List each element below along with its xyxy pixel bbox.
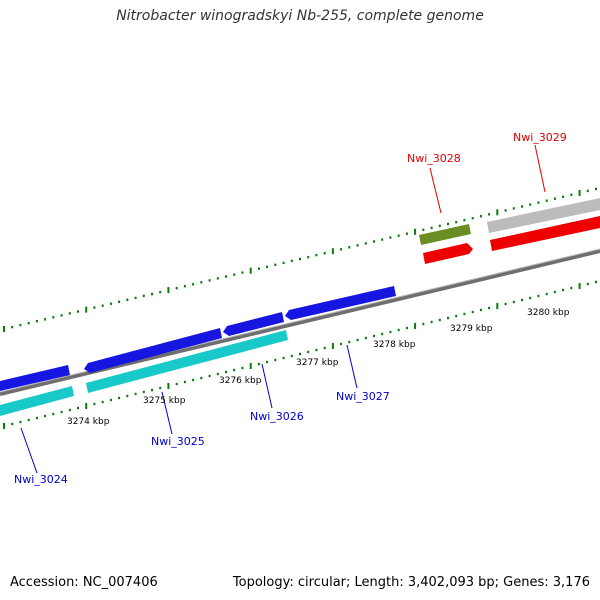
tick-label-3278: 3278 kbp (373, 340, 416, 350)
gene-label-nwi-3026[interactable]: Nwi_3026 (250, 410, 304, 423)
gene-block-nwi-3025-blue (84, 328, 222, 373)
gene-block-nwi-3028-olive (419, 224, 471, 245)
tick-label-3274: 3274 kbp (67, 417, 110, 427)
gene-block-nwi-3025-cyan (86, 330, 288, 393)
gene-block-nwi-3029-red (490, 216, 600, 251)
tick-label-3275: 3275 kbp (143, 396, 186, 406)
tick-marks (3, 187, 597, 429)
reverse-strand-outer (0, 286, 396, 391)
tick-label-3279: 3279 kbp (450, 324, 493, 334)
gene-label-nwi-3024[interactable]: Nwi_3024 (14, 473, 68, 486)
tick-label-3277: 3277 kbp (296, 358, 339, 368)
gene-label-nwi-3025[interactable]: Nwi_3025 (151, 435, 205, 448)
gene-block-nwi-3024-cyan (0, 386, 74, 416)
gene-label-nwi-3028[interactable]: Nwi_3028 (407, 152, 461, 165)
gene-block-nwi-3024-blue (0, 365, 70, 391)
gene-block-nwi-3028-red (423, 243, 473, 264)
tick-label-3280: 3280 kbp (527, 308, 570, 318)
tick-label-3276: 3276 kbp (219, 376, 262, 386)
reverse-strand-inner (0, 330, 288, 416)
gene-labels: Nwi_3024 Nwi_3025 Nwi_3026 Nwi_3027 Nwi_… (14, 131, 567, 486)
tick-labels: 3274 kbp 3275 kbp 3276 kbp 3277 kbp 3278… (67, 308, 570, 427)
gene-label-nwi-3029[interactable]: Nwi_3029 (513, 131, 567, 144)
map-title: Nitrobacter winogradskyi Nb-255, complet… (116, 8, 484, 24)
gene-block-nwi-3026-blue (223, 312, 284, 336)
genome-summary-text: Topology: circular; Length: 3,402,093 bp… (232, 575, 590, 590)
gene-block-nwi-3027-blue (285, 286, 396, 320)
accession-text: Accession: NC_007406 (10, 575, 158, 590)
gene-block-nwi-3029-grey (487, 198, 600, 233)
forward-strand (419, 198, 600, 264)
gene-label-nwi-3027[interactable]: Nwi_3027 (336, 390, 390, 403)
